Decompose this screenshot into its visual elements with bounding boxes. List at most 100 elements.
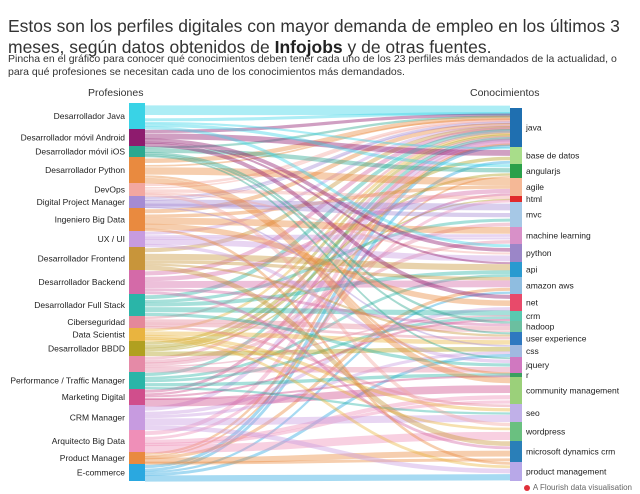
- flow-link[interactable]: [144, 291, 511, 474]
- source-node-label[interactable]: Desarrollador móvil Android: [21, 133, 126, 143]
- flow-link[interactable]: [144, 291, 511, 450]
- flow-link[interactable]: [144, 160, 511, 472]
- flow-link[interactable]: [144, 314, 511, 368]
- source-node-label[interactable]: Desarrollador Java: [54, 111, 126, 121]
- source-node-label[interactable]: Product Manager: [60, 453, 125, 463]
- flow-link[interactable]: [144, 265, 511, 446]
- flow-link[interactable]: [144, 331, 511, 345]
- flow-link[interactable]: [144, 318, 511, 398]
- flow-link[interactable]: [144, 124, 511, 235]
- target-node-bar[interactable]: [510, 462, 522, 481]
- flow-link[interactable]: [144, 353, 511, 477]
- source-node-label[interactable]: CRM Manager: [70, 413, 125, 423]
- target-node-bar[interactable]: [510, 244, 522, 262]
- source-node-bar[interactable]: [129, 341, 145, 356]
- target-node-label[interactable]: jquery: [525, 360, 550, 370]
- flow-link[interactable]: [144, 121, 511, 150]
- target-node-label[interactable]: r: [526, 370, 529, 380]
- target-node-label[interactable]: product management: [526, 467, 607, 477]
- target-node-bar[interactable]: [510, 404, 522, 422]
- target-node-bar[interactable]: [510, 262, 522, 277]
- target-node-label[interactable]: community management: [526, 386, 620, 396]
- source-node-bar[interactable]: [129, 146, 145, 157]
- flow-link[interactable]: [144, 385, 511, 407]
- source-node-bar[interactable]: [129, 231, 145, 247]
- target-node-bar[interactable]: [510, 294, 522, 311]
- flow-link[interactable]: [144, 414, 511, 426]
- flow-link[interactable]: [144, 115, 511, 163]
- target-node-bar[interactable]: [510, 321, 522, 332]
- flow-link[interactable]: [144, 240, 511, 367]
- target-node-bar[interactable]: [510, 422, 522, 441]
- target-node-bar[interactable]: [510, 345, 522, 357]
- target-node-label[interactable]: html: [526, 194, 542, 204]
- flow-link[interactable]: [144, 141, 511, 265]
- target-node-bar[interactable]: [510, 277, 522, 294]
- flow-link[interactable]: [144, 127, 511, 276]
- flow-link[interactable]: [144, 133, 511, 156]
- flow-link[interactable]: [144, 260, 511, 281]
- source-node-label[interactable]: Desarrollador Backend: [39, 277, 126, 287]
- flow-link[interactable]: [144, 334, 511, 412]
- flow-link[interactable]: [144, 307, 511, 416]
- target-node-bar[interactable]: [510, 373, 522, 377]
- target-node-label[interactable]: microsoft dynamics crm: [526, 447, 615, 457]
- source-node-label[interactable]: Arquitecto Big Data: [52, 436, 126, 446]
- source-node-label[interactable]: Digital Project Manager: [37, 197, 126, 207]
- source-node-bar[interactable]: [129, 316, 145, 328]
- flow-link[interactable]: [144, 351, 511, 419]
- source-node-bar[interactable]: [129, 129, 145, 146]
- flow-link[interactable]: [144, 199, 511, 440]
- target-node-bar[interactable]: [510, 332, 522, 345]
- target-node-bar[interactable]: [510, 377, 522, 404]
- flow-link[interactable]: [144, 137, 511, 377]
- flow-link[interactable]: [144, 386, 511, 415]
- flow-link[interactable]: [144, 287, 511, 460]
- flow-link[interactable]: [144, 288, 511, 327]
- flow-link[interactable]: [144, 346, 511, 357]
- flow-link[interactable]: [144, 400, 511, 447]
- flow-link[interactable]: [144, 125, 511, 253]
- flow-link[interactable]: [144, 135, 511, 360]
- target-node-label[interactable]: mvc: [526, 210, 542, 220]
- source-node-bar[interactable]: [129, 452, 145, 464]
- target-node-label[interactable]: python: [526, 248, 552, 258]
- source-node-bar[interactable]: [129, 356, 145, 372]
- source-node-label[interactable]: Desarrollador Frontend: [38, 254, 126, 264]
- source-node-bar[interactable]: [129, 270, 145, 294]
- target-node-label[interactable]: seo: [526, 408, 540, 418]
- flow-link[interactable]: [144, 185, 511, 218]
- target-node-bar[interactable]: [510, 164, 522, 178]
- flow-link[interactable]: [144, 123, 511, 201]
- source-node-bar[interactable]: [129, 405, 145, 430]
- flow-link[interactable]: [144, 199, 511, 211]
- flow-link[interactable]: [144, 375, 511, 401]
- source-node-label[interactable]: Performance / Traffic Manager: [10, 376, 125, 386]
- flow-link[interactable]: [144, 148, 511, 173]
- flow-link[interactable]: [144, 138, 511, 252]
- flow-link[interactable]: [144, 228, 511, 465]
- flow-link[interactable]: [144, 111, 511, 122]
- flow-link[interactable]: [144, 395, 511, 444]
- source-node-bar[interactable]: [129, 430, 145, 452]
- flow-link[interactable]: [144, 176, 511, 457]
- flow-link[interactable]: [144, 120, 511, 189]
- flow-link[interactable]: [144, 234, 511, 239]
- flow-link[interactable]: [144, 474, 511, 482]
- flow-link[interactable]: [144, 144, 511, 469]
- flow-link[interactable]: [144, 167, 511, 186]
- target-node-bar[interactable]: [510, 441, 522, 462]
- flow-link[interactable]: [144, 122, 511, 214]
- flow-link[interactable]: [144, 118, 511, 167]
- flow-link[interactable]: [144, 193, 511, 427]
- flow-link[interactable]: [144, 263, 511, 337]
- target-node-label[interactable]: java: [525, 123, 542, 133]
- target-node-label[interactable]: wordpress: [525, 427, 565, 437]
- flow-link[interactable]: [144, 198, 511, 352]
- flow-link[interactable]: [144, 373, 511, 387]
- source-node-bar[interactable]: [129, 208, 145, 231]
- flow-link[interactable]: [144, 322, 511, 332]
- flow-link[interactable]: [144, 274, 511, 380]
- flow-link[interactable]: [144, 177, 511, 384]
